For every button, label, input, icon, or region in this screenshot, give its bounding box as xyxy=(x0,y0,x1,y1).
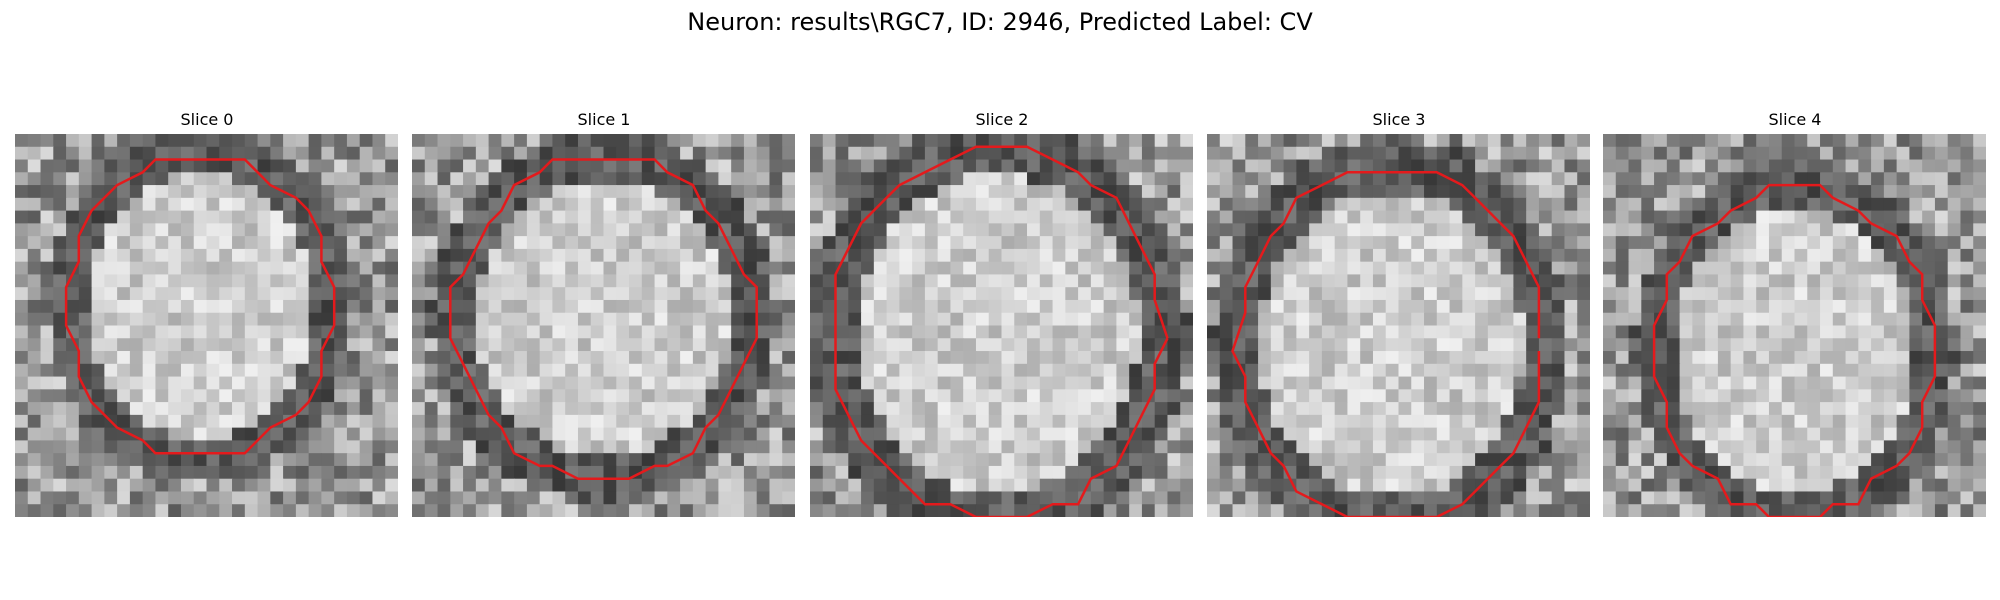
slice-3-title: Slice 3 xyxy=(1372,110,1426,129)
slice-0-image xyxy=(15,134,398,517)
slice-2-image xyxy=(810,134,1193,517)
slice-3-image xyxy=(1207,134,1590,517)
figure-title: Neuron: results\RGC7, ID: 2946, Predicte… xyxy=(687,8,1313,36)
slice-4-title: Slice 4 xyxy=(1768,110,1822,129)
cell-contour xyxy=(1652,183,1937,517)
slice-0-title: Slice 0 xyxy=(180,110,234,129)
slice-1-image xyxy=(412,134,795,517)
cell-contour xyxy=(64,158,336,455)
slice-2-title: Slice 2 xyxy=(975,110,1029,129)
cell-contour xyxy=(1231,171,1541,517)
slice-1-title: Slice 1 xyxy=(577,110,631,129)
cell-contour xyxy=(834,145,1169,517)
cell-contour xyxy=(449,158,758,480)
slice-4-image xyxy=(1603,134,1986,517)
